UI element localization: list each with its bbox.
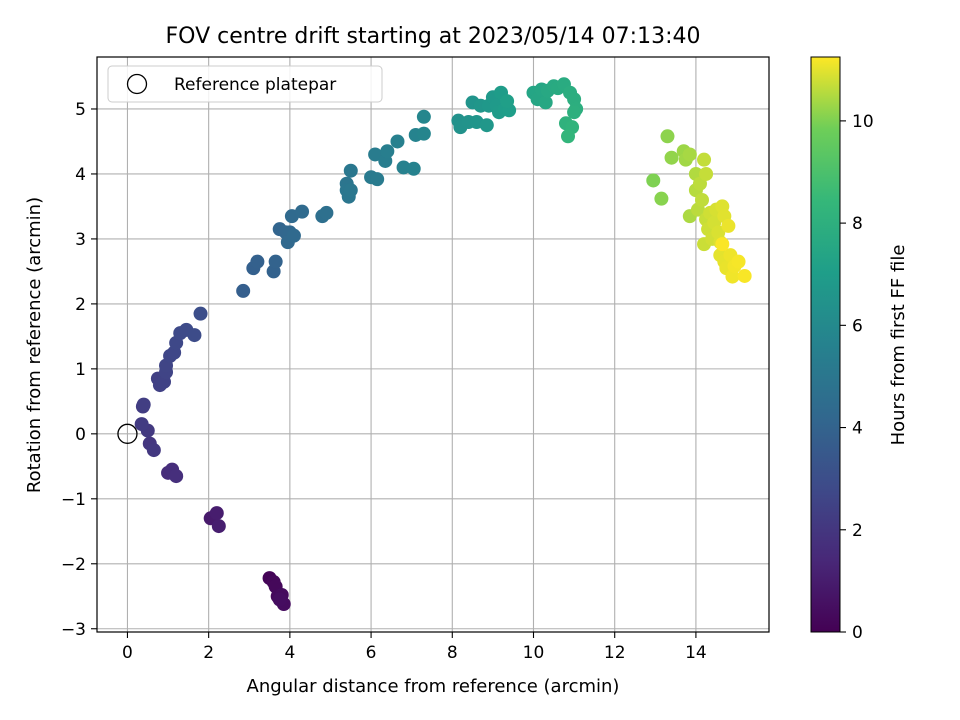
- data-point-12: [169, 469, 184, 484]
- y-tick-label-2: −1: [61, 490, 86, 510]
- data-point-52: [368, 147, 383, 162]
- data-point-60: [416, 109, 431, 124]
- data-point-40: [286, 228, 301, 243]
- y-axis-label: Rotation from reference (arcmin): [24, 197, 45, 493]
- data-point-67: [479, 118, 494, 133]
- colorbar-tick-label-4: 8: [852, 214, 863, 234]
- data-point-92: [654, 191, 669, 206]
- data-point-103: [695, 192, 710, 207]
- data-point-9: [211, 519, 226, 534]
- colorbar-tick-label-5: 10: [852, 112, 874, 132]
- data-point-33: [250, 254, 265, 269]
- y-tick-label-0: −3: [61, 620, 86, 640]
- reference-marker-group: [117, 423, 138, 444]
- data-point-49: [343, 163, 358, 178]
- data-point-35: [268, 254, 283, 269]
- legend-entry-reference: Reference platepar: [174, 75, 336, 95]
- data-point-30: [193, 306, 208, 321]
- legend-box: [107, 65, 383, 103]
- x-tick-label-3: 6: [366, 643, 377, 663]
- data-point-120: [721, 218, 736, 233]
- data-point-8: [209, 506, 224, 521]
- y-tick-label-5: 2: [75, 295, 86, 315]
- data-point-51: [370, 172, 385, 187]
- data-point-44: [319, 205, 334, 220]
- data-point-42: [295, 204, 310, 219]
- data-point-126: [715, 237, 730, 252]
- data-point-124: [731, 254, 746, 269]
- colorbar-ticks: 0 2 4 6 8 10: [840, 112, 874, 643]
- colorbar-label: Hours from first FF file: [888, 245, 909, 446]
- y-tick-label-1: −2: [61, 555, 86, 575]
- x-tick-label-7: 14: [685, 643, 707, 663]
- data-point-75: [500, 94, 515, 109]
- data-point-48: [343, 183, 358, 198]
- reference-platepar-marker: [117, 423, 138, 444]
- y-tick-label-8: 5: [75, 100, 86, 120]
- data-point-90: [561, 129, 576, 144]
- data-point-122: [725, 269, 740, 284]
- plot-frame: [96, 56, 770, 633]
- scatter-points: [134, 77, 752, 612]
- data-point-18: [136, 397, 151, 412]
- data-point-6: [272, 592, 287, 607]
- y-axis-ticks: −3 −2 −1 0 1 2 3 4 5: [61, 100, 97, 640]
- data-point-93: [660, 129, 675, 144]
- x-tick-label-4: 8: [447, 643, 458, 663]
- data-point-104: [697, 152, 712, 167]
- colorbar: [810, 56, 841, 633]
- colorbar-tick-label-0: 0: [852, 623, 863, 643]
- colorbar-tick-label-3: 6: [852, 316, 863, 336]
- y-tick-label-7: 4: [75, 165, 86, 185]
- data-point-105: [699, 166, 714, 181]
- legend-reference-marker: [126, 73, 148, 95]
- data-point-31: [236, 283, 251, 298]
- chart-title: FOV centre drift starting at 2023/05/14 …: [166, 24, 701, 49]
- x-tick-label-1: 2: [203, 643, 214, 663]
- legend[interactable]: Reference platepar: [107, 65, 383, 103]
- y-tick-label-3: 0: [75, 425, 86, 445]
- y-tick-label-6: 3: [75, 230, 86, 250]
- data-point-56: [396, 160, 411, 175]
- data-point-79: [538, 95, 553, 110]
- x-axis-ticks: 0 2 4 6 8 10 12 14: [122, 632, 707, 663]
- data-point-94: [664, 150, 679, 165]
- data-point-87: [567, 105, 582, 120]
- y-tick-label-4: 1: [75, 360, 86, 380]
- data-point-29: [187, 328, 202, 343]
- colorbar-tick-label-1: 2: [852, 521, 863, 541]
- x-tick-label-2: 4: [284, 643, 295, 663]
- x-tick-label-5: 10: [523, 643, 545, 663]
- data-point-91: [646, 173, 661, 188]
- colorbar-tick-label-2: 4: [852, 419, 863, 439]
- data-point-57: [406, 161, 421, 176]
- data-point-55: [390, 134, 405, 149]
- data-point-14: [146, 443, 161, 458]
- x-tick-label-0: 0: [122, 643, 133, 663]
- data-point-97: [682, 147, 697, 162]
- grid: [97, 57, 769, 632]
- x-axis-label: Angular distance from reference (arcmin): [247, 676, 620, 697]
- x-tick-label-6: 12: [604, 643, 626, 663]
- data-point-125: [737, 268, 752, 283]
- data-point-59: [416, 126, 431, 141]
- data-point-16: [134, 417, 149, 432]
- data-point-54: [380, 144, 395, 159]
